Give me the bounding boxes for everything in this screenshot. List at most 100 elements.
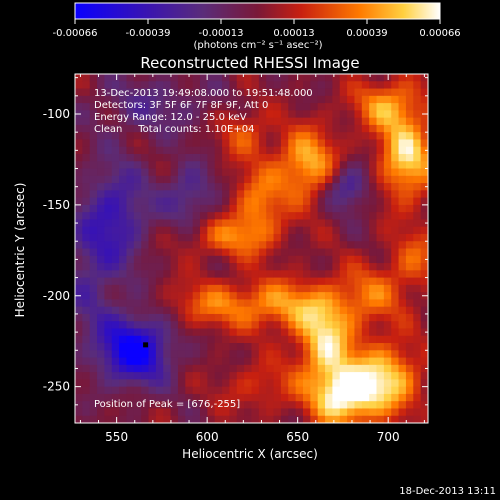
heatmap-cell (251, 124, 260, 133)
x-tick-label: 550 (105, 430, 128, 444)
heatmap-cell (104, 364, 113, 373)
heatmap-cell (310, 277, 319, 286)
heatmap-cell (280, 372, 289, 380)
heatmap-cell (163, 393, 171, 402)
heatmap-cell (229, 81, 238, 89)
heatmap-cell (119, 139, 127, 148)
heatmap-cell (325, 153, 333, 162)
heatmap-cell (405, 81, 414, 89)
heatmap-cell (354, 88, 363, 97)
heatmap-cell (405, 103, 414, 111)
heatmap-cell (310, 103, 319, 111)
heatmap-cell (97, 277, 105, 286)
heatmap-cell (280, 343, 289, 351)
heatmap-cell (273, 110, 282, 119)
heatmap-cell (236, 393, 245, 402)
heatmap-cell (376, 117, 385, 126)
heatmap-cell (133, 117, 142, 126)
heatmap-cell (236, 175, 245, 184)
heatmap-cell (354, 270, 363, 278)
heatmap-cell (332, 328, 341, 337)
heatmap-cell (236, 372, 245, 380)
heatmap-cell (170, 132, 179, 140)
heatmap-cell (420, 117, 429, 126)
heatmap-cell (82, 153, 91, 162)
heatmap-cell (192, 299, 201, 308)
heatmap-cell (82, 270, 91, 278)
heatmap-cell (111, 219, 120, 228)
heatmap-cell (280, 226, 289, 235)
heatmap-cell (420, 343, 429, 351)
heatmap-cell (398, 401, 407, 409)
heatmap-cell (111, 175, 120, 184)
heatmap-cell (133, 74, 142, 82)
heatmap-cell (295, 168, 304, 177)
heatmap-cell (376, 226, 385, 235)
heatmap-cell (222, 343, 230, 351)
heatmap-cell (119, 146, 127, 155)
heatmap-cell (222, 350, 230, 358)
heatmap-cell (126, 95, 135, 104)
heatmap-cell (244, 139, 252, 148)
heatmap-cell (97, 161, 105, 169)
heatmap-cell (325, 146, 333, 155)
heatmap-cell (302, 146, 311, 155)
heatmap-cell (222, 197, 230, 206)
heatmap-cell (177, 379, 186, 388)
heatmap-cell (361, 197, 370, 206)
heatmap-cell (302, 393, 311, 402)
heatmap-cell (332, 212, 341, 220)
heatmap-cell (361, 233, 370, 242)
heatmap-cell (398, 103, 407, 111)
heatmap-cell (391, 386, 399, 395)
heatmap-cell (229, 357, 238, 366)
heatmap-cell (347, 146, 355, 155)
heatmap-cell (89, 415, 98, 424)
heatmap-cell (89, 146, 98, 155)
heatmap-cell (126, 110, 135, 119)
heatmap-cell (383, 335, 392, 344)
heatmap-cell (119, 204, 127, 213)
heatmap-cell (244, 263, 252, 271)
colorbar-tick-label: 0.00066 (419, 28, 460, 39)
heatmap-cell (75, 364, 83, 373)
heatmap-cell (332, 306, 341, 315)
heatmap-cell (288, 190, 297, 198)
heatmap-cell (75, 95, 83, 104)
heatmap-cell (111, 183, 120, 191)
heatmap-cell (111, 277, 120, 286)
heatmap-cell (126, 263, 135, 271)
heatmap-cell (405, 292, 414, 300)
heatmap-cell (420, 161, 429, 169)
heatmap-cell (405, 241, 414, 249)
heatmap-cell (302, 204, 311, 213)
heatmap-cell (288, 292, 297, 300)
heatmap-cell (89, 124, 98, 133)
heatmap-cell (97, 284, 105, 293)
heatmap-cell (148, 415, 157, 424)
heatmap-cell (185, 161, 194, 169)
heatmap-cell (200, 117, 208, 126)
heatmap-cell (185, 117, 194, 126)
heatmap-cell (295, 219, 304, 228)
heatmap-cell (133, 183, 142, 191)
heatmap-cell (177, 335, 186, 344)
heatmap-cell (141, 321, 149, 329)
heatmap-cell (332, 255, 341, 264)
heatmap-cell (273, 161, 282, 169)
heatmap-cell (119, 183, 127, 191)
heatmap-cell (111, 284, 120, 293)
heatmap-cell (354, 124, 363, 133)
heatmap-cell (317, 255, 326, 264)
heatmap-cell (347, 197, 355, 206)
heatmap-cell (302, 95, 311, 104)
heatmap-cell (354, 299, 363, 308)
heatmap-cell (119, 386, 127, 395)
heatmap-cell (97, 197, 105, 206)
heatmap-cell (177, 343, 186, 351)
heatmap-cell (420, 372, 429, 380)
heatmap-cell (133, 204, 142, 213)
heatmap-cell (266, 117, 274, 126)
heatmap-cell (273, 292, 282, 300)
heatmap-cell (75, 233, 83, 242)
